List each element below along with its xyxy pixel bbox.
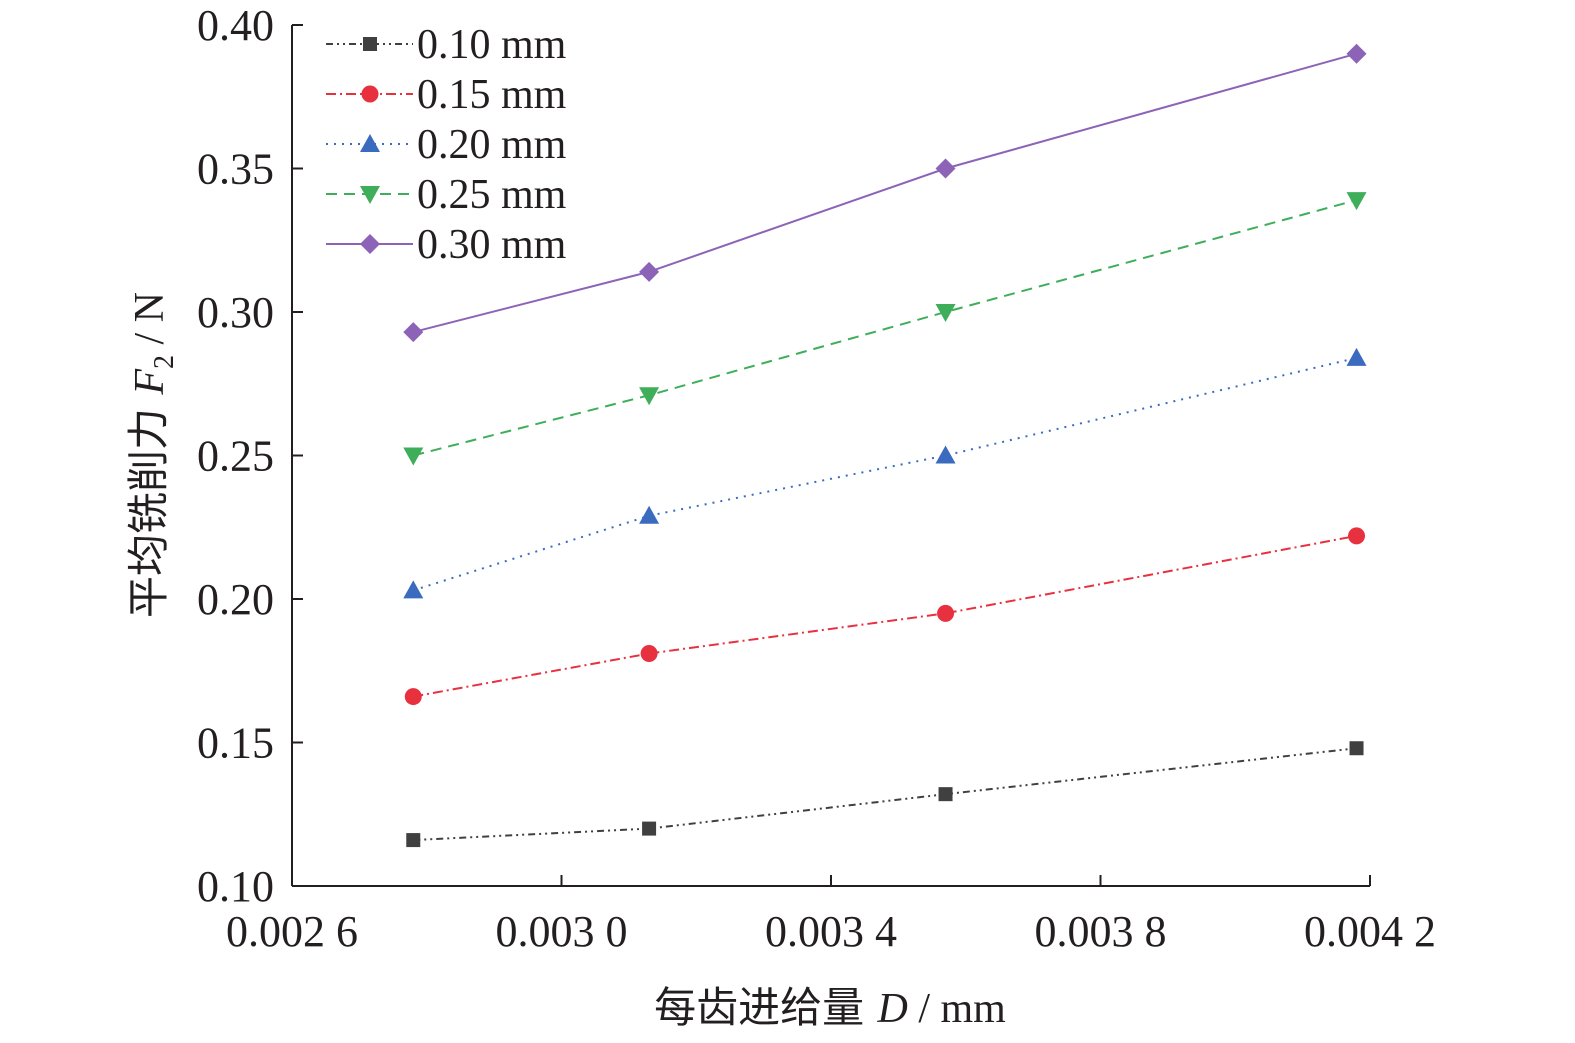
x-tick-label: 0.002 6 <box>226 907 358 956</box>
y-tick-label: 0.30 <box>197 288 274 337</box>
data-point <box>639 387 660 406</box>
legend-marker <box>360 186 380 204</box>
x-tick-label: 0.004 2 <box>1304 907 1436 956</box>
data-point <box>938 787 953 802</box>
legend-marker <box>360 134 380 152</box>
data-point <box>404 688 422 706</box>
series-2 <box>403 347 1367 599</box>
legend-item: 0.20 mm <box>326 122 567 168</box>
x-tick-label: 0.003 4 <box>765 907 897 956</box>
legend-label: 0.30 mm <box>417 222 567 268</box>
x-axis-title: 每齿进给量 D / mm <box>654 983 1006 1032</box>
legend-label: 0.25 mm <box>417 172 567 218</box>
x-axis-ticks: 0.002 6 0.003 0 0.003 4 0.003 8 0.004 2 <box>226 875 1436 956</box>
y-tick-label: 0.15 <box>197 719 274 768</box>
series-4 <box>403 43 1367 343</box>
series-1 <box>404 527 1366 706</box>
data-point <box>1346 192 1367 211</box>
plot-area <box>403 43 1367 848</box>
data-point <box>406 833 421 848</box>
legend-marker <box>363 37 377 51</box>
y-tick-label: 0.40 <box>197 1 274 50</box>
legend-marker <box>360 234 380 254</box>
series-0 <box>406 741 1364 848</box>
data-point <box>1346 43 1367 64</box>
x-tick-label: 0.003 8 <box>1035 907 1167 956</box>
data-point <box>937 604 955 622</box>
data-point <box>403 580 424 599</box>
series-line <box>413 534 1357 698</box>
series-line <box>412 356 1357 592</box>
data-point <box>403 322 424 343</box>
series-line <box>413 199 1357 457</box>
y-tick-label: 0.10 <box>197 862 274 911</box>
legend-label: 0.20 mm <box>417 122 567 168</box>
data-point <box>1349 741 1364 756</box>
y-tick-label: 0.20 <box>197 575 274 624</box>
data-point <box>1346 347 1367 366</box>
y-axis-ticks: 0.10 0.15 0.20 0.25 0.30 0.35 0.40 <box>197 1 303 911</box>
data-point <box>1348 527 1366 545</box>
legend-item: 0.30 mm <box>326 222 567 268</box>
data-point <box>935 445 956 464</box>
series-line <box>413 52 1357 334</box>
data-point <box>935 304 956 322</box>
data-point <box>642 821 657 836</box>
x-tick-label: 0.003 0 <box>496 907 628 956</box>
legend-label: 0.10 mm <box>417 22 567 68</box>
legend: 0.10 mm0.15 mm0.20 mm0.25 mm0.30 mm <box>326 22 567 268</box>
data-point <box>640 645 658 663</box>
data-point <box>639 505 660 524</box>
legend-marker <box>361 85 379 103</box>
series-line <box>413 747 1357 842</box>
y-axis-title: 平均铣削力 F2 / N <box>124 292 180 618</box>
data-point <box>639 261 660 282</box>
y-tick-label: 0.35 <box>197 145 274 194</box>
legend-item: 0.10 mm <box>326 22 567 68</box>
legend-item: 0.25 mm <box>326 172 567 218</box>
series-3 <box>403 192 1367 466</box>
legend-item: 0.15 mm <box>326 72 567 118</box>
data-point <box>403 447 424 466</box>
y-tick-label: 0.25 <box>197 432 274 481</box>
data-point <box>935 158 956 179</box>
legend-label: 0.15 mm <box>417 72 567 118</box>
